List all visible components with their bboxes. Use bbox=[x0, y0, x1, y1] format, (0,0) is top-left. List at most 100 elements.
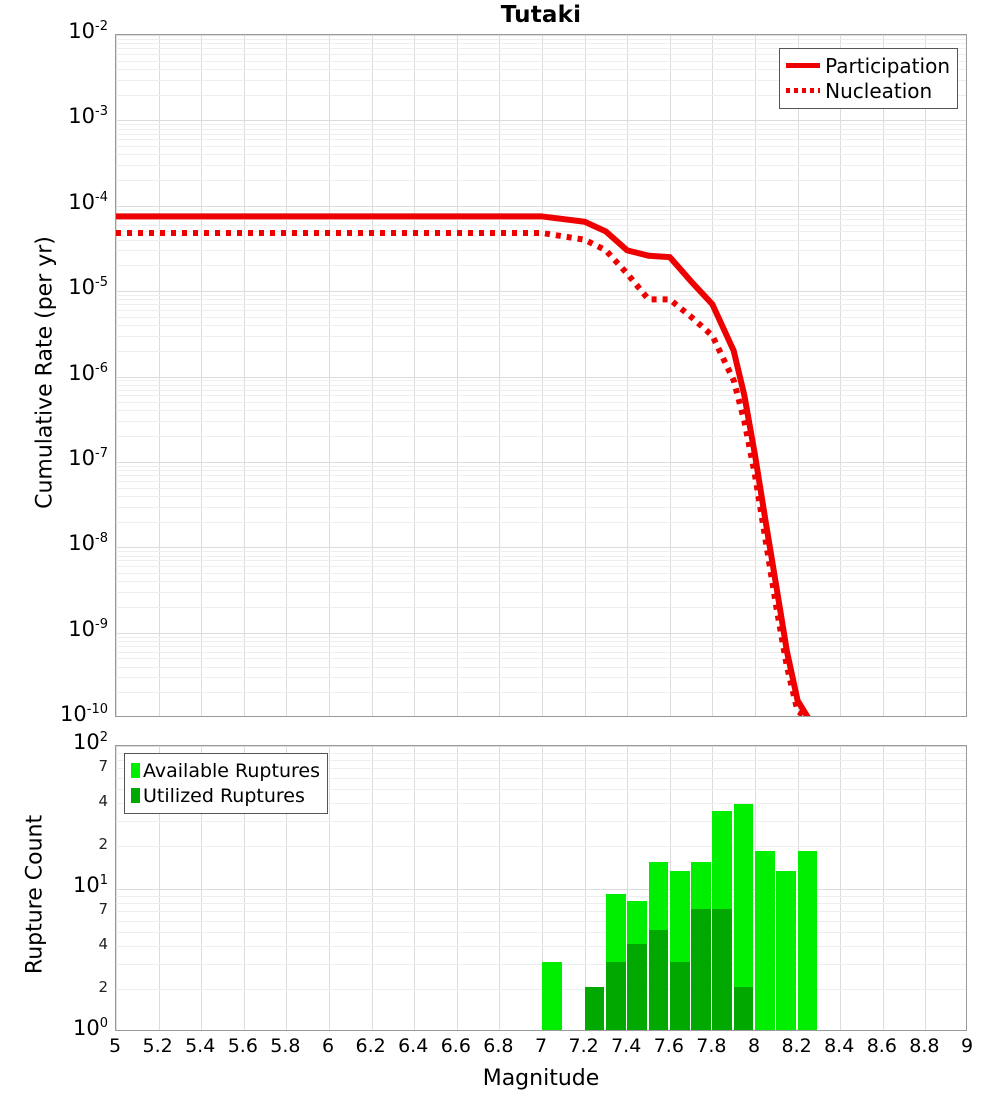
gridline-horizontal-minor bbox=[116, 895, 966, 897]
gridline-horizontal-major bbox=[116, 205, 966, 207]
y-tick-label: 10-3 bbox=[68, 104, 108, 129]
gridline-vertical bbox=[669, 35, 671, 716]
gridline-horizontal-minor bbox=[116, 475, 966, 477]
bar-available bbox=[755, 850, 775, 1030]
gridline-horizontal-minor bbox=[116, 53, 966, 55]
gridline-horizontal-minor bbox=[116, 436, 966, 438]
gridline-vertical bbox=[542, 746, 543, 1030]
gridline-horizontal-major bbox=[116, 120, 966, 122]
gridline-horizontal-minor bbox=[116, 911, 966, 913]
bottom-y-axis-label: Rupture Count bbox=[22, 814, 48, 975]
cumulative-rate-plot: Participation Nucleation bbox=[115, 34, 967, 717]
gridline-horizontal-minor bbox=[116, 165, 966, 167]
gridline-horizontal-minor bbox=[116, 645, 966, 647]
gridline-horizontal-minor bbox=[116, 410, 966, 412]
gridline-vertical bbox=[243, 35, 245, 716]
gridline-horizontal-minor bbox=[116, 820, 966, 822]
y-tick-label: 101 bbox=[72, 873, 108, 897]
gridline-horizontal-minor bbox=[116, 551, 966, 553]
gridline-horizontal-minor bbox=[116, 963, 966, 965]
gridline-vertical bbox=[201, 35, 203, 716]
rupture-count-plot: Available Ruptures Utilized Ruptures bbox=[115, 745, 967, 1031]
gridline-horizontal-minor bbox=[116, 295, 966, 297]
x-tick-label: 8.8 bbox=[909, 1035, 940, 1057]
gridline-horizontal-minor bbox=[116, 43, 966, 45]
x-tick-label: 6.8 bbox=[483, 1035, 514, 1057]
gridline-vertical bbox=[755, 35, 756, 716]
legend-label-utilized-ruptures: Utilized Ruptures bbox=[143, 784, 305, 807]
gridline-vertical bbox=[584, 35, 586, 716]
x-tick-label: 8.2 bbox=[781, 1035, 812, 1057]
gridline-horizontal-minor bbox=[116, 988, 966, 990]
legend-item-available-ruptures[interactable]: Available Ruptures bbox=[131, 758, 320, 783]
gridline-horizontal-minor bbox=[116, 677, 966, 679]
gridline-horizontal-minor bbox=[116, 154, 966, 156]
gridline-horizontal-minor bbox=[116, 658, 966, 660]
bar-available bbox=[797, 850, 818, 1030]
gridline-vertical bbox=[371, 35, 373, 716]
gridline-horizontal-minor bbox=[116, 218, 966, 220]
gridline-horizontal-minor bbox=[116, 487, 966, 489]
gridline-horizontal-minor bbox=[116, 581, 966, 583]
utilized-color-icon bbox=[131, 788, 140, 803]
participation-curve bbox=[116, 213, 811, 716]
gridline-horizontal-minor bbox=[116, 572, 966, 574]
gridline-vertical bbox=[584, 746, 586, 1030]
gridline-horizontal-minor bbox=[116, 38, 966, 40]
gridline-horizontal-minor bbox=[116, 465, 966, 467]
y-tick-label: 10-8 bbox=[68, 531, 108, 556]
y-tick-label-minor: 2 bbox=[98, 834, 108, 853]
gridline-vertical bbox=[925, 746, 927, 1030]
gridline-vertical bbox=[840, 35, 842, 716]
legend-item-nucleation[interactable]: Nucleation bbox=[786, 78, 950, 103]
bar-utilized bbox=[712, 909, 733, 1030]
x-tick-label: 8 bbox=[747, 1035, 761, 1057]
y-tick-label: 10-5 bbox=[68, 275, 108, 300]
bar-utilized bbox=[648, 930, 669, 1030]
bottom-legend[interactable]: Available Ruptures Utilized Ruptures bbox=[124, 753, 328, 814]
y-tick-label: 10-4 bbox=[68, 189, 108, 214]
bar-available bbox=[733, 804, 754, 1030]
y-tick-label: 10-7 bbox=[68, 445, 108, 470]
chart-title: Tutaki bbox=[500, 2, 582, 28]
solid-line-icon bbox=[786, 63, 821, 68]
gridline-horizontal-minor bbox=[116, 789, 966, 791]
gridline-horizontal-minor bbox=[116, 79, 966, 81]
gridline-horizontal-minor bbox=[116, 902, 966, 904]
gridline-horizontal-minor bbox=[116, 759, 966, 761]
gridline-vertical bbox=[158, 746, 160, 1030]
gridline-vertical bbox=[329, 35, 330, 716]
gridline-horizontal-minor bbox=[116, 316, 966, 318]
gridline-vertical bbox=[456, 746, 458, 1030]
gridline-vertical bbox=[329, 746, 330, 1030]
gridline-horizontal-minor bbox=[116, 335, 966, 337]
x-tick-label: 8.6 bbox=[866, 1035, 897, 1057]
top-legend[interactable]: Participation Nucleation bbox=[779, 48, 958, 109]
y-tick-label-minor: 4 bbox=[98, 934, 108, 953]
gridline-horizontal-minor bbox=[116, 636, 966, 638]
legend-item-utilized-ruptures[interactable]: Utilized Ruptures bbox=[131, 783, 320, 808]
gridline-horizontal-minor bbox=[116, 402, 966, 404]
gridline-vertical bbox=[456, 35, 458, 716]
gridline-horizontal-minor bbox=[116, 384, 966, 386]
gridline-horizontal-minor bbox=[116, 60, 966, 62]
x-tick-label: 8.4 bbox=[824, 1035, 855, 1057]
gridline-vertical bbox=[499, 746, 501, 1030]
x-tick-label: 6.2 bbox=[355, 1035, 386, 1057]
x-tick-label: 7.4 bbox=[611, 1035, 642, 1057]
gridline-horizontal-major bbox=[116, 746, 966, 747]
bar-utilized bbox=[733, 986, 754, 1030]
gridline-horizontal-minor bbox=[116, 310, 966, 312]
gridline-horizontal-major bbox=[116, 291, 966, 293]
gridline-horizontal-minor bbox=[116, 180, 966, 182]
y-tick-label-minor: 7 bbox=[98, 900, 108, 919]
gridline-horizontal-minor bbox=[116, 421, 966, 423]
bar-utilized bbox=[691, 909, 711, 1030]
y-tick-label-minor: 7 bbox=[98, 757, 108, 776]
gridline-horizontal-minor bbox=[116, 932, 966, 934]
bar-utilized bbox=[669, 961, 690, 1030]
legend-item-participation[interactable]: Participation bbox=[786, 53, 950, 78]
gridline-horizontal-minor bbox=[116, 920, 966, 922]
x-tick-label: 5 bbox=[108, 1035, 122, 1057]
y-tick-label-minor: 4 bbox=[98, 791, 108, 810]
